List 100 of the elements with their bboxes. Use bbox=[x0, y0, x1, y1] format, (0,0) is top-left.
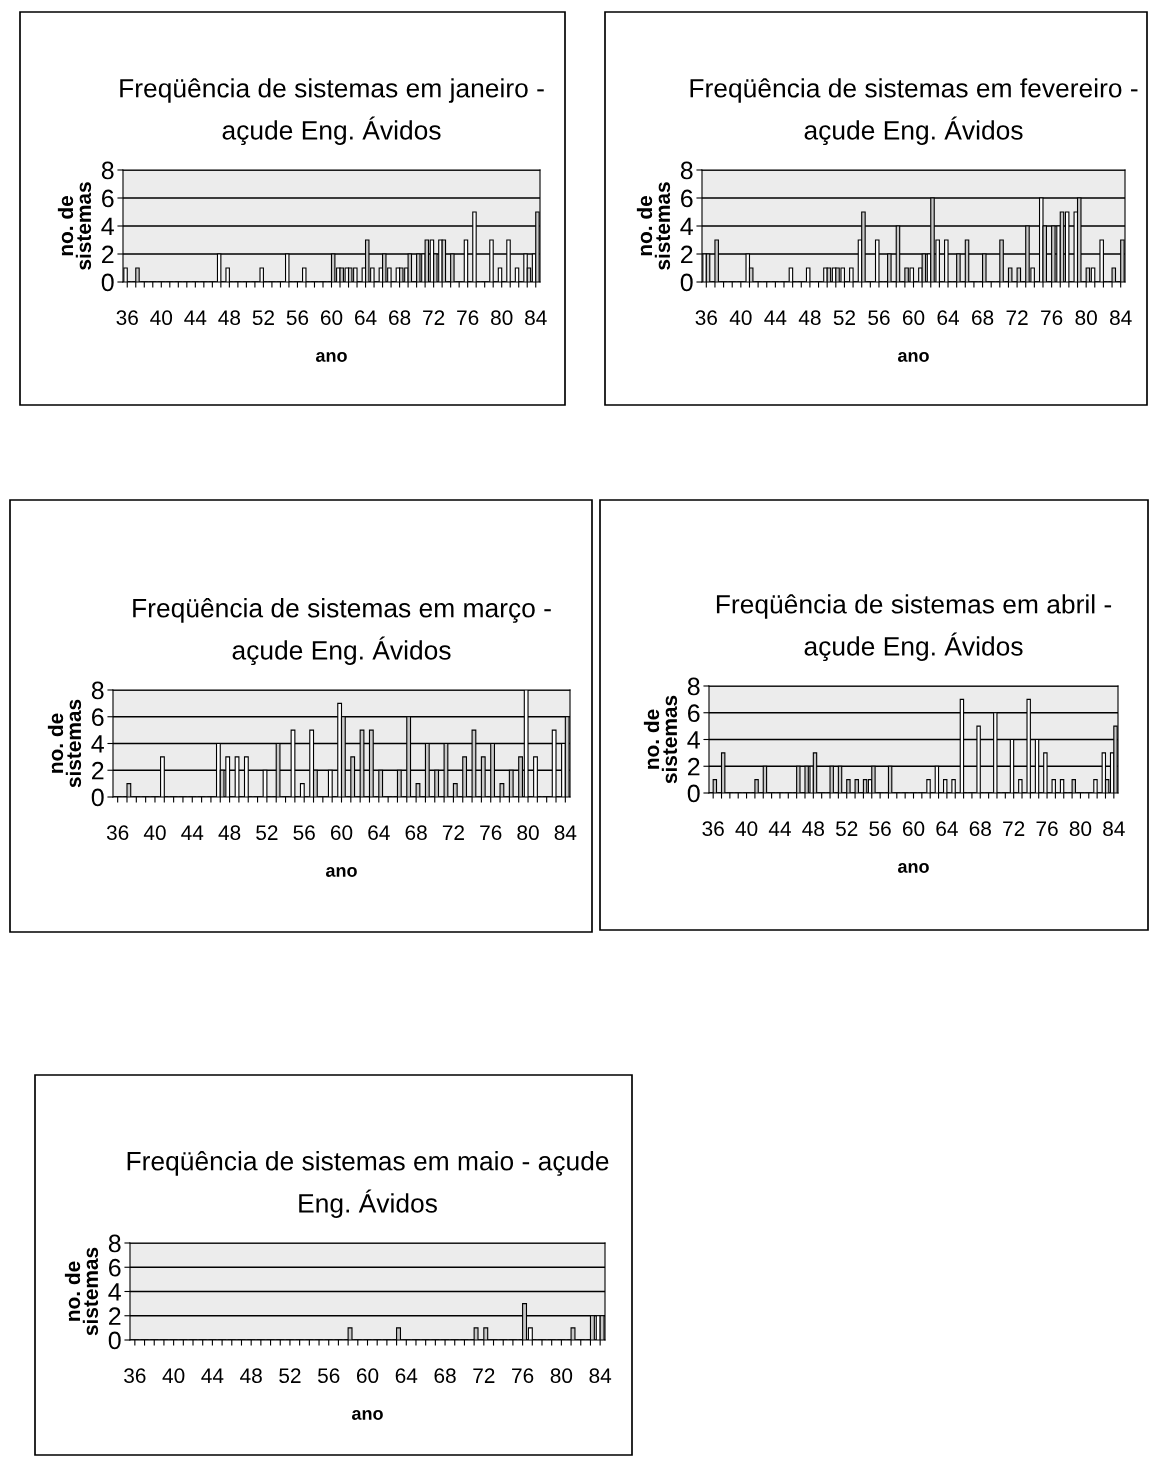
y-tick-label: 6 bbox=[92, 708, 104, 727]
x-tick-label: 80 bbox=[550, 1368, 573, 1384]
x-axis-title: ano bbox=[351, 1410, 383, 1420]
x-tick-label: 36 bbox=[702, 821, 724, 837]
x-tick-label: 76 bbox=[1041, 310, 1063, 326]
x-tick-label: 68 bbox=[434, 1368, 456, 1384]
y-axis-title: no. de sistemas bbox=[636, 182, 671, 270]
x-tick-label: 84 bbox=[1103, 821, 1125, 837]
x-tick-label: 48 bbox=[218, 825, 241, 841]
x-tick-label: 64 bbox=[368, 825, 390, 841]
x-tick-label: 60 bbox=[356, 1368, 379, 1384]
x-tick-label: 40 bbox=[735, 821, 758, 837]
y-tick-label: 0 bbox=[680, 273, 693, 292]
y-tick-label: 0 bbox=[91, 788, 104, 807]
y-axis-title: no. de sistemas bbox=[57, 182, 92, 270]
x-tick-label: 56 bbox=[286, 310, 309, 326]
y-tick-label: 8 bbox=[680, 161, 693, 180]
x-axis-title: ano bbox=[315, 352, 347, 362]
y-axis-title: no. de sistemas bbox=[47, 699, 82, 788]
x-tick-label: 76 bbox=[512, 1368, 534, 1384]
y-tick-label: 2 bbox=[109, 1307, 121, 1325]
x-tick-label: 84 bbox=[525, 310, 547, 326]
x-tick-label: 64 bbox=[355, 310, 377, 326]
y-tick-label: 0 bbox=[687, 784, 700, 803]
x-tick-label: 44 bbox=[201, 1368, 224, 1383]
x-tick-label: 36 bbox=[116, 310, 138, 326]
x-tick-label: 52 bbox=[833, 310, 855, 326]
x-tick-label: 52 bbox=[835, 821, 858, 837]
y-tick-label: 8 bbox=[101, 161, 114, 180]
x-tick-label: 64 bbox=[395, 1368, 418, 1384]
x-tick-label: 36 bbox=[124, 1368, 146, 1384]
x-tick-label: 40 bbox=[162, 1368, 185, 1384]
y-tick-label: 8 bbox=[108, 1234, 121, 1253]
y-axis-title: no. de sistemas bbox=[64, 1247, 99, 1336]
x-tick-label: 48 bbox=[218, 310, 241, 326]
x-axis-title: ano bbox=[897, 352, 929, 362]
x-tick-label: 60 bbox=[320, 310, 343, 326]
chart-title: Freqüência de sistemas em janeiro - açude Eng. Ávidos bbox=[120, 78, 544, 146]
x-tick-label: 64 bbox=[937, 310, 960, 326]
y-tick-label: 8 bbox=[687, 677, 700, 696]
x-tick-label: 40 bbox=[143, 825, 166, 841]
x-tick-label: 72 bbox=[473, 1368, 495, 1383]
x-tick-label: 36 bbox=[695, 310, 717, 326]
y-tick-label: 6 bbox=[688, 704, 700, 723]
x-tick-label: 80 bbox=[1075, 310, 1097, 326]
y-tick-label: 8 bbox=[91, 681, 104, 700]
y-tick-label: 0 bbox=[101, 273, 114, 292]
x-axis-title: ano bbox=[897, 863, 929, 873]
x-tick-label: 84 bbox=[1110, 310, 1132, 326]
x-tick-label: 76 bbox=[1036, 821, 1058, 837]
y-tick-label: 4 bbox=[91, 735, 104, 753]
x-tick-label: 44 bbox=[768, 821, 791, 836]
x-tick-label: 48 bbox=[240, 1368, 262, 1384]
x-tick-label: 44 bbox=[184, 310, 207, 325]
x-tick-label: 36 bbox=[106, 825, 129, 841]
x-tick-label: 56 bbox=[868, 310, 890, 326]
x-tick-label: 52 bbox=[256, 825, 278, 841]
x-tick-label: 48 bbox=[798, 310, 821, 326]
chart-title: Freqüência de sistemas em abril - açude Eng. Ávidos bbox=[716, 594, 1112, 662]
x-tick-label: 44 bbox=[181, 825, 204, 840]
y-tick-label: 6 bbox=[681, 189, 693, 208]
y-tick-label: 6 bbox=[109, 1258, 121, 1277]
y-tick-label: 2 bbox=[102, 245, 114, 264]
x-tick-label: 68 bbox=[389, 310, 411, 326]
x-tick-label: 72 bbox=[1003, 821, 1025, 836]
x-tick-label: 80 bbox=[491, 310, 513, 326]
x-tick-label: 48 bbox=[802, 821, 825, 837]
x-tick-label: 68 bbox=[405, 825, 427, 841]
x-tick-label: 68 bbox=[969, 821, 991, 837]
x-tick-label: 60 bbox=[902, 310, 925, 326]
x-tick-label: 68 bbox=[972, 310, 994, 326]
x-tick-label: 72 bbox=[423, 310, 445, 325]
x-tick-label: 80 bbox=[1069, 821, 1092, 837]
x-tick-label: 72 bbox=[1006, 310, 1028, 325]
x-tick-label: 60 bbox=[902, 821, 925, 837]
y-tick-label: 0 bbox=[108, 1331, 121, 1350]
x-tick-label: 76 bbox=[480, 825, 502, 841]
x-tick-label: 56 bbox=[869, 821, 891, 837]
x-tick-label: 60 bbox=[330, 825, 353, 841]
y-tick-label: 2 bbox=[92, 761, 104, 780]
x-tick-label: 72 bbox=[442, 825, 464, 840]
x-tick-label: 80 bbox=[517, 825, 539, 841]
y-tick-label: 2 bbox=[681, 245, 693, 264]
x-tick-label: 84 bbox=[589, 1368, 612, 1384]
y-tick-label: 4 bbox=[687, 731, 700, 749]
y-tick-label: 4 bbox=[680, 217, 693, 236]
x-tick-label: 40 bbox=[729, 310, 752, 326]
chart-title: Freqüência de sistemas em fevereiro - açude Eng. Ávidos bbox=[690, 78, 1138, 146]
y-tick-label: 4 bbox=[108, 1283, 121, 1301]
y-tick-label: 4 bbox=[101, 217, 114, 236]
x-tick-label: 56 bbox=[293, 825, 315, 841]
x-tick-label: 40 bbox=[150, 310, 173, 326]
y-tick-label: 6 bbox=[102, 189, 114, 208]
y-axis-title: no. de sistemas bbox=[643, 695, 678, 784]
x-axis-title: ano bbox=[325, 867, 357, 877]
x-tick-label: 52 bbox=[252, 310, 274, 326]
x-tick-label: 44 bbox=[764, 310, 787, 325]
x-tick-label: 56 bbox=[317, 1368, 340, 1384]
chart-title: Freqüência de sistemas em março - açude Eng. Ávidos bbox=[133, 598, 551, 666]
x-tick-label: 64 bbox=[936, 821, 958, 837]
